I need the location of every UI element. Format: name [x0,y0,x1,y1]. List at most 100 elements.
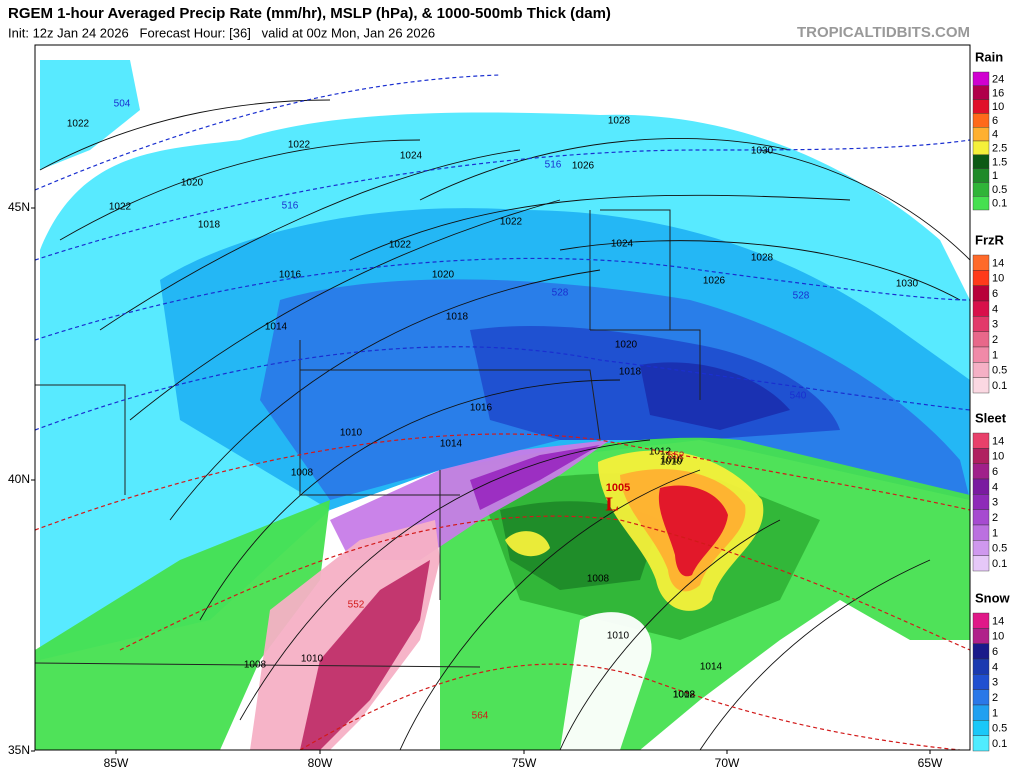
isobar [199,379,621,621]
precip-sw-rain [35,500,330,750]
isobar-label: 1030 [751,146,774,157]
border [300,369,601,441]
lon-label: 80W [308,756,333,770]
border [600,209,671,330]
lon-label: 65W [918,756,943,770]
thickness-label: 552 [668,451,685,462]
legend-label: 10 [992,273,1004,285]
legend-swatch [972,154,990,169]
thickness-label: 528 [793,291,810,302]
low-pressure-value: 1005 [606,482,630,494]
isobar [349,194,851,261]
legend-label: 14 [992,257,1004,269]
isobar-label: 1008 [244,660,267,671]
legend-label: 1 [992,349,998,361]
legend-swatch [972,612,990,629]
isobar-label: 1008 [587,574,610,585]
lat-label: 40N [8,472,30,486]
legend-swatch [972,85,990,100]
thickness-line [35,74,501,191]
thickness-label: 516 [282,201,299,212]
legend-swatch [972,735,990,752]
legend-label: 10 [992,451,1004,463]
isobar-label: 1022 [109,202,132,213]
isobar [559,240,961,301]
legend-swatch [972,555,990,572]
legend-label: 10 [992,631,1004,643]
legend-label: 6 [992,646,998,658]
isobar [39,99,331,171]
isobar-label: 1016 [470,403,493,414]
legend-label: 0.5 [992,365,1007,377]
isobar-label: 1010 [301,654,324,665]
border [590,329,701,400]
legend-swatch [972,689,990,706]
thickness-line [35,257,970,341]
legend-label: 10 [992,101,1004,113]
legend-label: 6 [992,288,998,300]
legend-swatch [972,509,990,526]
legend-label: 3 [992,677,998,689]
border [35,384,126,495]
legend-title: Rain [975,49,1003,64]
isobar-label: 1028 [751,253,774,264]
legend-label: 6 [992,115,998,127]
legend-label: 4 [992,481,998,493]
legend-label: 0.1 [992,198,1007,210]
isobar [699,559,931,750]
isobar-label: 1020 [615,340,638,351]
legend-label: 14 [992,615,1004,627]
border [35,662,481,668]
thickness-label: 528 [552,288,569,299]
legend-swatch [972,524,990,541]
legend-label: 2 [992,692,998,704]
lon-label: 70W [715,756,740,770]
isobar-label: 1018 [619,367,642,378]
thickness-line [119,515,970,651]
precip-heavy-rain [505,531,550,557]
legend-label: 1 [992,527,998,539]
isobar-label: 1022 [389,240,412,251]
isobar [759,149,970,261]
isobar [399,469,701,750]
precip-light-snow [40,60,140,170]
isobar-label: 1020 [432,270,455,281]
isobar-label: 1022 [288,140,311,151]
legend-swatch [972,71,990,87]
isobar-label: 1010 [661,455,684,466]
isobar-label: 1026 [572,161,595,172]
isobar-label: 1014 [700,662,723,673]
rain-gap [560,612,652,750]
legend-label: 1.5 [992,156,1007,168]
legend-swatch [972,346,990,363]
thickness-label: 552 [348,600,365,611]
thickness-label: 564 [472,711,489,722]
legend-swatch [972,494,990,510]
legend-title: FrzR [975,232,1005,247]
legend-swatch [972,448,990,464]
legend-swatch [972,254,990,271]
legend-swatch [972,704,990,721]
legend-label: 0.1 [992,558,1007,570]
thickness-label: 540 [790,391,807,402]
legend-label: 1 [992,170,998,182]
title: RGEM 1-hour Averaged Precip Rate (mm/hr)… [8,5,611,22]
isobar-label: 1024 [400,151,423,162]
legend-label: 2.5 [992,142,1007,154]
legend-label: 6 [992,466,998,478]
legend-label: 2 [992,334,998,346]
legend-label: 2 [992,512,998,524]
isobar-label: 1008 [673,690,696,701]
isobar-label: 1020 [181,178,204,189]
legend-label: 1 [992,707,998,719]
isobar-label: 1028 [608,116,631,127]
legend-title: Sleet [975,410,1007,425]
legend-label: 14 [992,435,1004,447]
isobar-label: 1012 [649,447,672,458]
legend-swatch [972,432,990,449]
lat-label: 35N [8,743,30,757]
legend-swatch [972,99,990,114]
isobar [129,199,561,421]
legend-swatch [972,643,990,660]
